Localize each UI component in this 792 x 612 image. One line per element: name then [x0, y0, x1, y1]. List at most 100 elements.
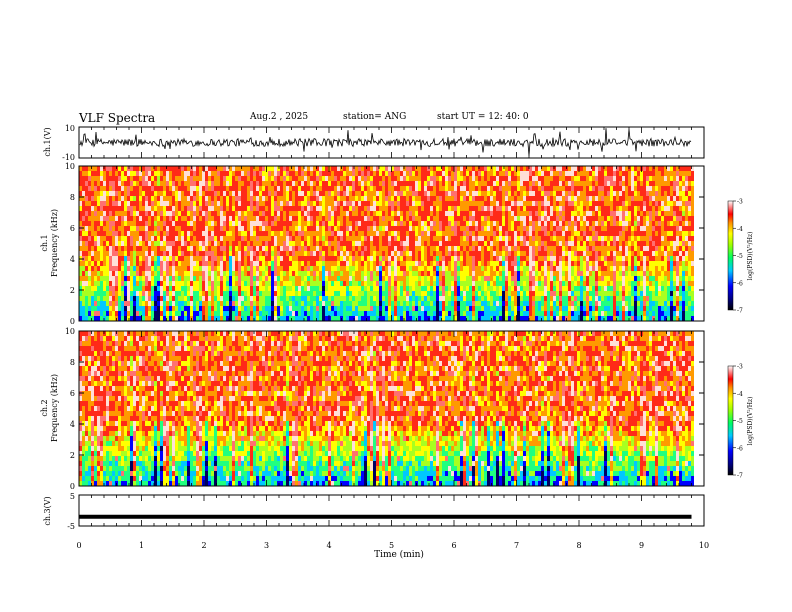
spec-cell [313, 206, 316, 212]
spec-cell [514, 291, 517, 297]
spec-cell [178, 211, 181, 217]
spec-cell [325, 181, 328, 187]
spec-cell [253, 266, 256, 272]
spec-cell [451, 316, 454, 322]
spec-cell [292, 226, 295, 232]
spec-cell [352, 191, 355, 197]
spec-cell [397, 231, 400, 237]
spec-cell [535, 251, 538, 257]
spec-cell [538, 231, 541, 237]
spec-cell [232, 211, 235, 217]
spec-cell [202, 211, 205, 217]
spec-cell [118, 256, 121, 262]
spec-cell [412, 181, 415, 187]
spec-cell [280, 241, 283, 247]
spec-cell [217, 226, 220, 232]
spec-cell [169, 246, 172, 252]
spec-cell [154, 196, 157, 202]
spec-cell [259, 236, 262, 242]
spec-cell [385, 311, 388, 317]
spec-cell [217, 171, 220, 177]
spec-cell [109, 251, 112, 257]
spec-cell [127, 291, 130, 297]
spec-cell [379, 296, 382, 302]
spec-cell [388, 196, 391, 202]
spec-cell [451, 276, 454, 282]
spec-cell [106, 181, 109, 187]
spec-cell [145, 176, 148, 182]
spec-cell [103, 301, 106, 307]
spec-cell [529, 291, 532, 297]
spec-cell [199, 216, 202, 222]
spec-cell [127, 186, 130, 192]
spec-cell [439, 271, 442, 277]
spec-cell [169, 301, 172, 307]
spec-cell [202, 266, 205, 272]
spec-cell [526, 251, 529, 257]
spec-cell [82, 231, 85, 237]
spec-cell [352, 181, 355, 187]
spec-cell [307, 281, 310, 287]
spec-cell [466, 316, 469, 322]
spec-cell [430, 191, 433, 197]
spec-cell [454, 276, 457, 282]
spec-cell [166, 256, 169, 262]
spec-cell [130, 216, 133, 222]
spec-cell [397, 191, 400, 197]
spec-cell [421, 211, 424, 217]
spec-cell [454, 221, 457, 227]
spec-cell [535, 296, 538, 302]
spec-cell [85, 301, 88, 307]
spec-cell [496, 286, 499, 292]
spec-cell [547, 261, 550, 267]
spec-cell [136, 281, 139, 287]
spec-cell [121, 226, 124, 232]
spec-cell [361, 286, 364, 292]
spec-cell [499, 286, 502, 292]
spec-cell [532, 301, 535, 307]
spec-cell [82, 266, 85, 272]
spec-cell [226, 171, 229, 177]
spec-cell [139, 201, 142, 207]
spec-cell [391, 251, 394, 257]
spec-cell [142, 256, 145, 262]
spec-cell [286, 251, 289, 257]
spec-cell [310, 186, 313, 192]
spec-cell [442, 186, 445, 192]
spec-cell [379, 216, 382, 222]
spec-cell [508, 191, 511, 197]
spec-cell [307, 221, 310, 227]
spec-cell [301, 191, 304, 197]
spec-cell [502, 281, 505, 287]
spec-cell [211, 186, 214, 192]
spec-cell [79, 181, 82, 187]
spec-cell [355, 251, 358, 257]
spec-cell [181, 241, 184, 247]
spec-cell [535, 186, 538, 192]
spec-cell [379, 306, 382, 312]
spec-cell [157, 311, 160, 317]
spec-cell [325, 256, 328, 262]
spec-cell [454, 306, 457, 312]
spec-cell [121, 196, 124, 202]
spec-cell [289, 281, 292, 287]
spec-cell [298, 201, 301, 207]
spec-cell [229, 281, 232, 287]
spec-cell [247, 311, 250, 317]
spec-cell [331, 301, 334, 307]
spec-cell [184, 241, 187, 247]
spec-cell [313, 241, 316, 247]
spec-cell [265, 211, 268, 217]
spec-cell [487, 261, 490, 267]
spec-cell [280, 236, 283, 242]
spec-cell [235, 261, 238, 267]
spec-cell [178, 206, 181, 212]
spec-cell [346, 196, 349, 202]
spec-cell [103, 166, 106, 172]
spec-cell [421, 201, 424, 207]
spec-cell [277, 251, 280, 257]
spec-cell [394, 246, 397, 252]
spec-cell [391, 221, 394, 227]
spec-cell [292, 286, 295, 292]
spec-cell [403, 291, 406, 297]
